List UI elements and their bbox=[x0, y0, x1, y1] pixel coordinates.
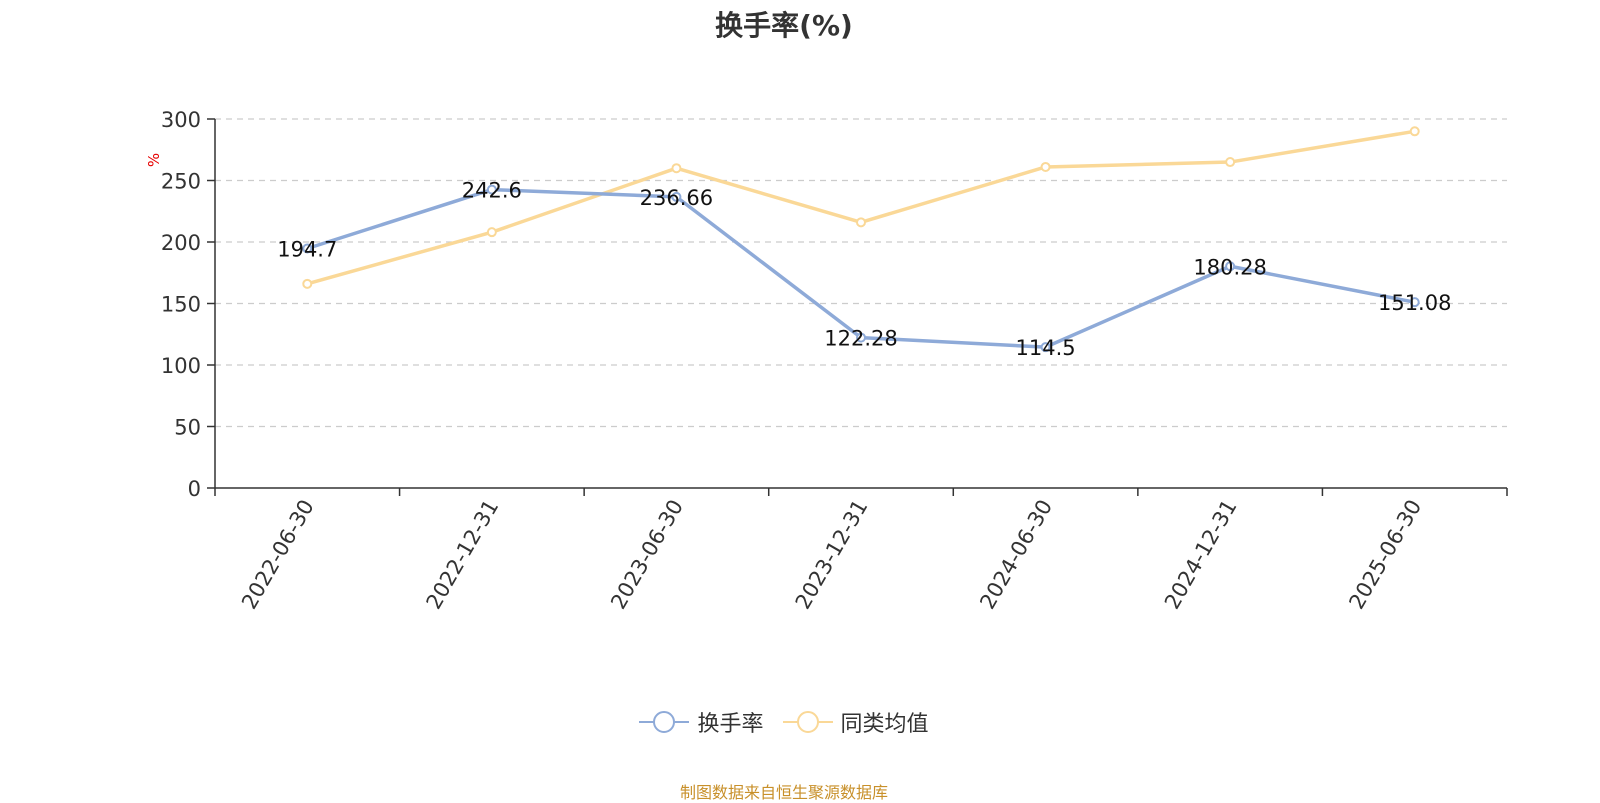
data-point[interactable] bbox=[1409, 297, 1420, 308]
data-point[interactable] bbox=[486, 227, 497, 238]
data-point[interactable] bbox=[1040, 342, 1051, 353]
legend-marker-turnover-icon bbox=[639, 711, 690, 733]
x-tick-label: 2024-06-30 bbox=[975, 496, 1057, 614]
x-tick-label: 2022-06-30 bbox=[237, 496, 319, 614]
data-label: 236.66 bbox=[640, 186, 713, 210]
data-point[interactable] bbox=[1225, 261, 1236, 272]
data-labels: 194.7 242.6 236.66 122.28 114.5 180.28 151.08 bbox=[277, 179, 1451, 361]
data-point[interactable] bbox=[671, 163, 682, 174]
legend: 换手率 同类均值 bbox=[0, 706, 1568, 740]
x-tick-label: 2024-12-31 bbox=[1160, 496, 1242, 614]
y-axis-unit: % bbox=[145, 153, 163, 167]
y-tick-label: 200 bbox=[161, 231, 201, 255]
legend-marker-peer-average-icon bbox=[782, 711, 833, 733]
y-tick-label: 300 bbox=[161, 108, 201, 132]
legend-label-peer-average: 同类均值 bbox=[840, 712, 929, 737]
grid-lines bbox=[215, 118, 1507, 428]
series-lines bbox=[302, 126, 1420, 353]
data-label: 151.08 bbox=[1378, 291, 1451, 315]
data-point[interactable] bbox=[302, 243, 313, 254]
data-label: 194.7 bbox=[277, 238, 337, 262]
data-label: 114.5 bbox=[1016, 336, 1076, 360]
data-label: 242.6 bbox=[462, 179, 522, 203]
data-point[interactable] bbox=[1040, 161, 1051, 172]
data-point[interactable] bbox=[1225, 157, 1236, 168]
y-tick-label: 150 bbox=[161, 293, 201, 317]
y-tick-label: 0 bbox=[188, 477, 201, 501]
data-point[interactable] bbox=[671, 191, 682, 202]
data-point[interactable] bbox=[486, 184, 497, 195]
x-tick-label: 2023-12-31 bbox=[791, 496, 873, 614]
data-point[interactable] bbox=[302, 278, 313, 289]
data-point[interactable] bbox=[856, 332, 866, 343]
data-point[interactable] bbox=[1409, 126, 1420, 137]
legend-item-turnover[interactable]: 换手率 bbox=[639, 706, 764, 738]
legend-label-turnover: 换手率 bbox=[697, 712, 764, 737]
legend-item-peer-average[interactable]: 同类均值 bbox=[782, 706, 929, 738]
y-tick-label: 100 bbox=[161, 354, 201, 378]
data-label: 180.28 bbox=[1193, 255, 1266, 279]
data-label: 122.28 bbox=[824, 327, 897, 351]
y-tick-label: 250 bbox=[161, 170, 201, 194]
x-tick-label: 2023-06-30 bbox=[606, 496, 688, 614]
x-tick-label: 2025-06-30 bbox=[1344, 496, 1426, 614]
x-tick-label: 2022-12-31 bbox=[422, 496, 504, 614]
y-tick-label: 50 bbox=[174, 416, 201, 440]
chart-title: 换手率(%) bbox=[715, 9, 853, 42]
data-source-note: 制图数据来自恒生聚源数据库 bbox=[679, 783, 888, 802]
axes: 0 50 100 150 200 250 300% 2022-06-30 2022-12-31 2… bbox=[145, 108, 1508, 614]
data-point[interactable] bbox=[856, 217, 866, 228]
